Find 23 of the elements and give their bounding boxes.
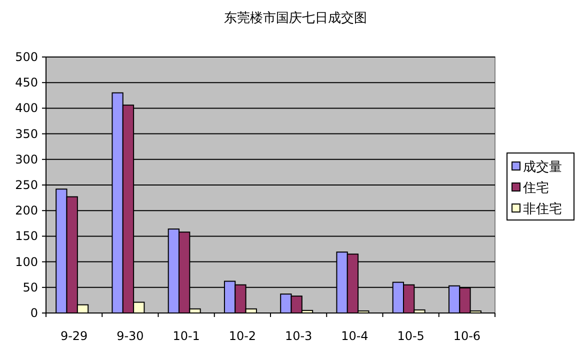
legend-label: 成交量	[523, 159, 562, 175]
y-tick-label: 300	[15, 152, 38, 166]
x-tick-label: 10-1	[172, 329, 200, 343]
x-tick-label: 10-5	[397, 329, 424, 343]
x-tick-label: 10-3	[284, 329, 312, 343]
legend-label: 非住宅	[523, 201, 562, 217]
y-tick-label: 350	[15, 126, 38, 141]
y-tick-label: 450	[15, 76, 38, 90]
y-tick-label: 100	[15, 254, 38, 269]
x-tick-label: 10-6	[453, 329, 481, 343]
x-tick-label: 9-30	[116, 329, 144, 343]
y-tick-label: 250	[15, 178, 38, 192]
y-tick-label: 500	[15, 50, 38, 64]
y-tick-label: 400	[15, 101, 38, 116]
chart-title: 东莞楼市国庆七日成交图	[224, 10, 367, 26]
legend-label: 住宅	[522, 180, 549, 196]
y-tick-label: 200	[15, 204, 38, 218]
x-tick-label: 10-2	[228, 329, 256, 343]
y-tick-label: 150	[15, 229, 38, 244]
x-tick-label: 9-29	[60, 329, 88, 343]
y-tick-label: 50	[22, 280, 38, 294]
x-tick-label: 10-4	[341, 329, 368, 343]
y-tick-label: 0	[30, 306, 38, 320]
